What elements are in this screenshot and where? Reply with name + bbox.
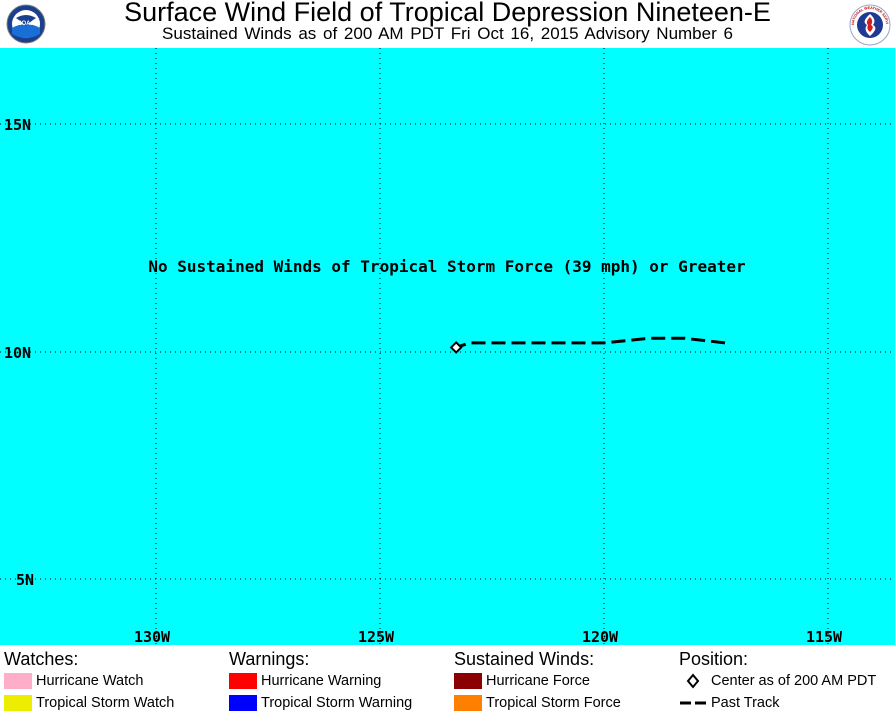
legend-label: Hurricane Force <box>486 673 590 689</box>
map-canvas: 15N 10N 5N 130W 125W 120W 115W No Sustai… <box>0 48 895 645</box>
legend-winds-heading: Sustained Winds: <box>454 649 595 669</box>
noaa-logo: NOAA <box>6 4 46 44</box>
swatch-hurricane-warning <box>229 673 257 689</box>
legend-watches-heading: Watches: <box>4 649 79 669</box>
lon-label-125w: 125W <box>358 628 395 645</box>
page-title: Surface Wind Field of Tropical Depressio… <box>124 0 771 27</box>
legend-position-heading: Position: <box>679 649 749 669</box>
legend-position: Position: Center as of 200 AM PDT Past T… <box>679 649 876 715</box>
wind-map: 15N 10N 5N 130W 125W 120W 115W No Sustai… <box>0 48 895 645</box>
legend-item-center: Center as of 200 AM PDT <box>679 671 876 693</box>
legend-watches: Watches: Hurricane Watch Tropical Storm … <box>4 649 174 715</box>
legend-warnings: Warnings: Hurricane Warning Tropical Sto… <box>229 649 412 715</box>
legend-label: Tropical Storm Force <box>486 695 621 711</box>
center-diamond-icon <box>686 673 700 689</box>
legend-label: Hurricane Watch <box>36 673 144 689</box>
legend-sustained-winds: Sustained Winds: Hurricane Force Tropica… <box>454 649 621 715</box>
legend-item-hurricane-force: Hurricane Force <box>454 671 594 693</box>
legend-item-tropical-storm-watch: Tropical Storm Watch <box>4 693 174 715</box>
legend-warnings-heading: Warnings: <box>229 649 310 669</box>
noaa-logo-text: NOAA <box>17 21 35 27</box>
swatch-tropical-storm-force <box>454 695 482 711</box>
swatch-hurricane-force <box>454 673 482 689</box>
page-subtitle: Sustained Winds as of 200 AM PDT Fri Oct… <box>162 24 733 43</box>
legend-label: Past Track <box>711 695 780 711</box>
header: NOAA Surface Wind Field of Tropical Depr… <box>0 0 895 48</box>
legend: Watches: Hurricane Watch Tropical Storm … <box>0 645 895 716</box>
swatch-tropical-storm-warning <box>229 695 257 711</box>
swatch-hurricane-watch <box>4 673 32 689</box>
legend-label: Center as of 200 AM PDT <box>711 673 877 689</box>
legend-label: Tropical Storm Watch <box>36 695 175 711</box>
no-winds-notice: No Sustained Winds of Tropical Storm For… <box>148 257 745 276</box>
lon-label-120w: 120W <box>582 628 619 645</box>
lat-label-15n: 15N <box>4 116 31 134</box>
lat-label-10n: 10N <box>4 344 31 362</box>
legend-label: Tropical Storm Warning <box>261 695 413 711</box>
lat-label-5n: 5N <box>16 571 34 589</box>
past-track-icon <box>680 701 709 705</box>
legend-item-tropical-storm-force: Tropical Storm Force <box>454 693 621 715</box>
past-track-line <box>455 336 726 349</box>
legend-item-hurricane-watch: Hurricane Watch <box>4 671 143 693</box>
storm-center-marker <box>449 341 463 354</box>
legend-label: Hurricane Warning <box>261 673 382 689</box>
lon-label-130w: 130W <box>134 628 171 645</box>
legend-item-hurricane-warning: Hurricane Warning <box>229 671 381 693</box>
legend-item-past-track: Past Track <box>679 693 780 715</box>
legend-item-tropical-storm-warning: Tropical Storm Warning <box>229 693 412 715</box>
swatch-tropical-storm-watch <box>4 695 32 711</box>
nws-logo: NATIONAL WEATHER SERVICE <box>849 4 891 46</box>
lon-label-115w: 115W <box>806 628 843 645</box>
ocean-background <box>0 48 895 645</box>
